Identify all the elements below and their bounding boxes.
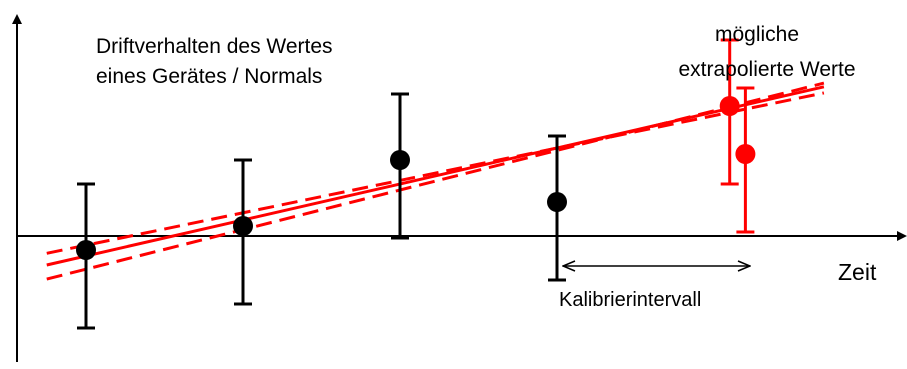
data-point-marker [233,216,253,236]
data-point-marker [735,144,756,164]
measured-point [76,182,96,330]
extrapolated-point [735,86,756,234]
data-point-marker [390,150,410,170]
confidence-bands [46,81,825,281]
extrap-label-line1: mögliche [715,23,799,46]
x-axis-label: Zeit [838,259,877,285]
fit-line-group [46,85,825,267]
measured-point [547,134,567,282]
fit-line [46,85,825,267]
measured-point [233,158,253,306]
data-point-marker [76,240,96,260]
confidence-band-line [46,81,825,281]
interval-label: Kalibrierintervall [559,289,701,311]
data-point-marker [719,96,740,116]
data-points [76,38,756,330]
drift-label-line1: Driftverhalten des Wertes [96,35,333,58]
extrap-label-line2: extrapolierte Werte [678,58,855,81]
drift-label-line2: eines Gerätes / Normals [96,65,322,88]
measured-point [390,92,410,240]
extrapolated-point [719,38,740,186]
data-point-marker [547,192,567,212]
confidence-band-line [46,91,825,255]
